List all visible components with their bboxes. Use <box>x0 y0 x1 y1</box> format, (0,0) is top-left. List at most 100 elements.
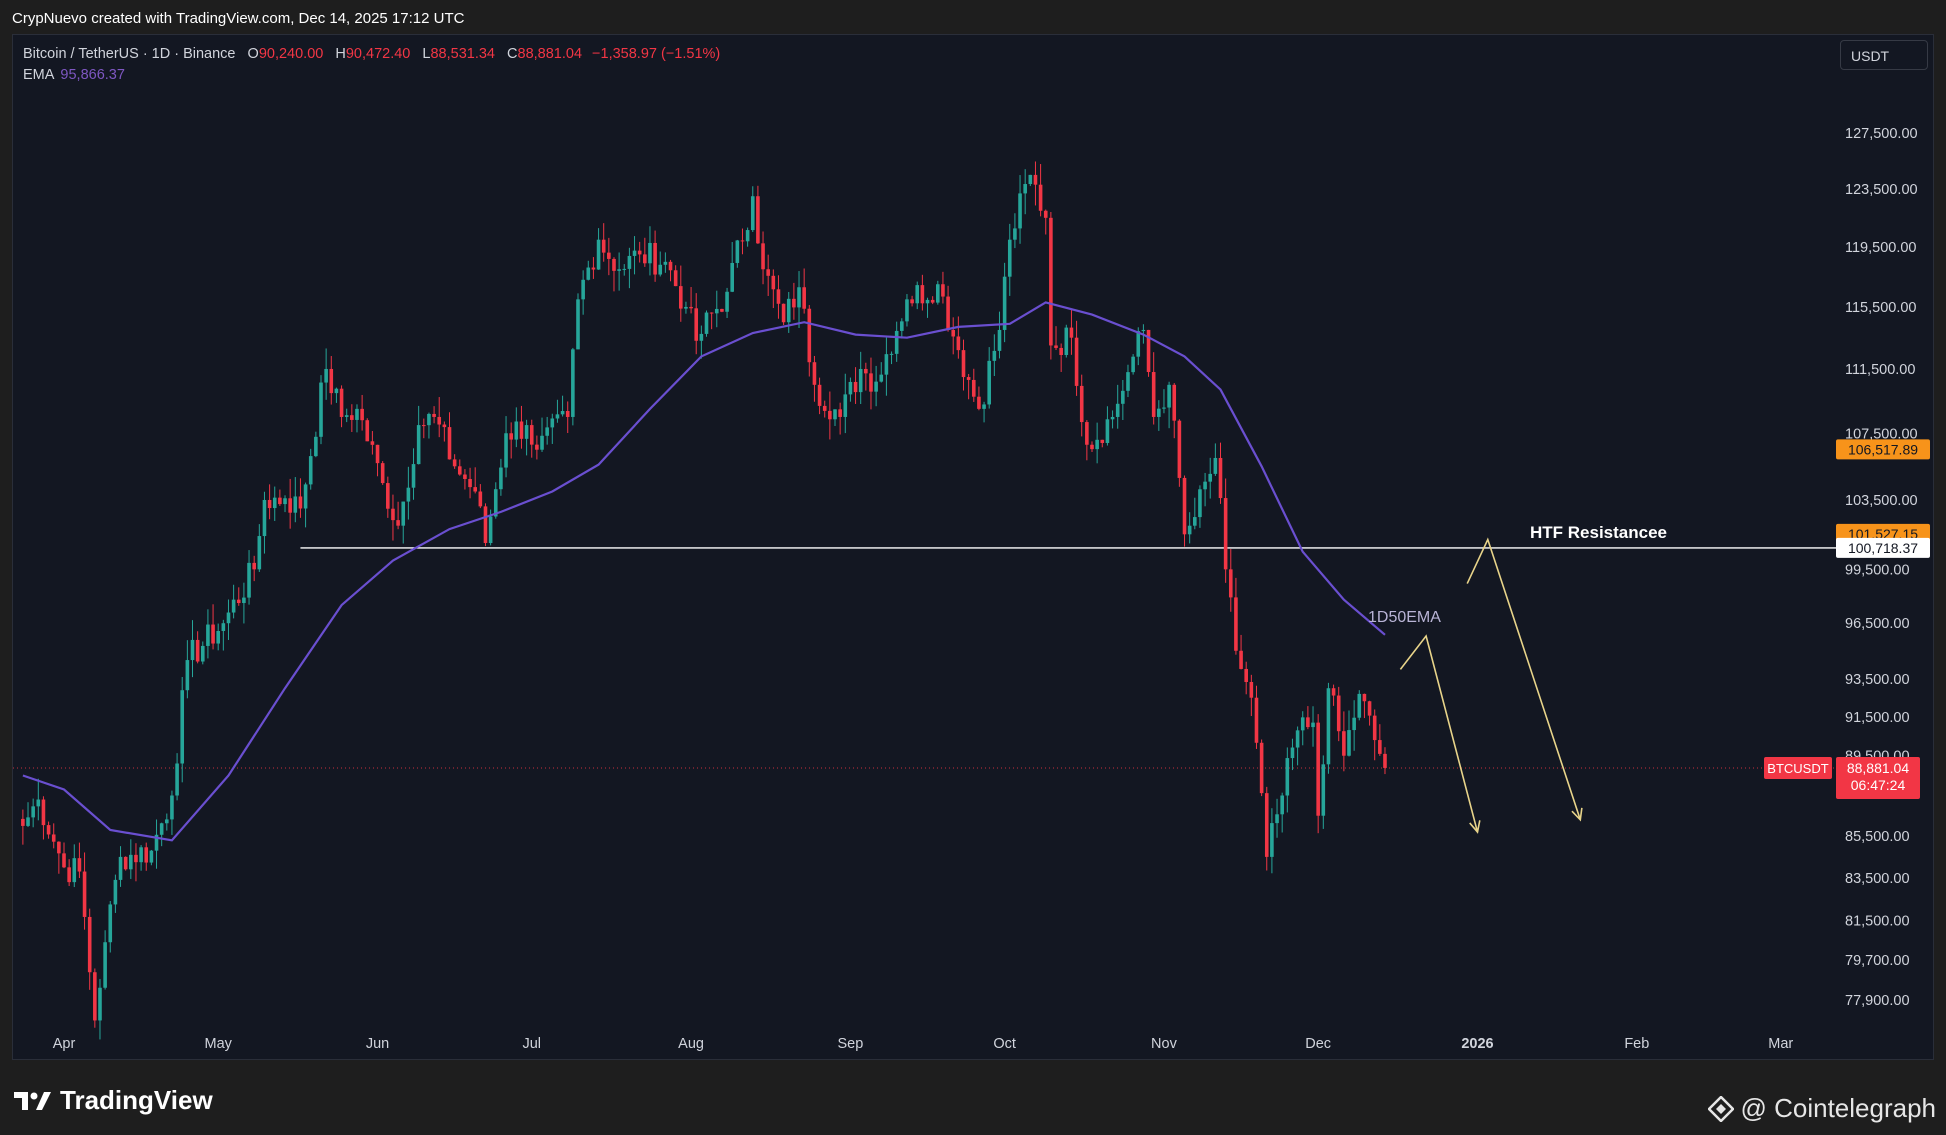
candle-body <box>370 441 375 445</box>
candle-body <box>946 296 950 331</box>
arrow-head-icon <box>1469 820 1481 834</box>
candle-body <box>802 287 806 309</box>
ema-line <box>22 301 1386 842</box>
candle-body <box>200 645 205 662</box>
price-tick-label: 83,500.00 <box>1845 871 1910 887</box>
chart-pane[interactable] <box>12 34 1934 1060</box>
candle-body <box>1270 823 1274 857</box>
candle-body <box>118 856 123 880</box>
candle-body <box>1213 457 1218 474</box>
candle-body <box>977 396 981 409</box>
candle-body <box>396 520 400 526</box>
candle-body <box>216 630 220 644</box>
candle-body <box>720 308 724 312</box>
candle-body <box>1121 390 1125 404</box>
candle-body <box>1054 345 1058 348</box>
symbol-title[interactable]: Bitcoin / TetherUS · 1D · Binance <box>23 46 236 62</box>
candle-body <box>1336 695 1341 732</box>
candle-body <box>1095 439 1099 450</box>
candle-body <box>1187 525 1192 535</box>
candle-body <box>108 904 113 943</box>
symbol-tag-badge <box>1764 756 1832 779</box>
time-tick-label: May <box>204 1036 232 1052</box>
candle-body <box>1228 569 1233 598</box>
resistance-price-badge <box>1836 537 1930 558</box>
candle-body <box>1157 408 1161 417</box>
bar-countdown: 06:47:24 <box>1851 777 1906 793</box>
currency-selector[interactable]: USDT <box>1840 40 1928 70</box>
candle-body <box>1167 384 1171 408</box>
candle-body <box>735 240 740 263</box>
candle-body <box>1280 795 1284 815</box>
candle-body <box>262 499 267 537</box>
low-value: 88,531.34 <box>430 46 495 62</box>
candle-body <box>714 308 719 314</box>
candle-body <box>961 350 966 378</box>
time-tick-label: Nov <box>1151 1036 1178 1052</box>
time-tick-label: Mar <box>1768 1036 1793 1052</box>
candle-body <box>529 425 534 445</box>
arrow-head-icon <box>1571 807 1583 822</box>
candle-body <box>1049 217 1053 346</box>
candle-body <box>488 516 493 544</box>
candle-body <box>355 408 359 420</box>
candle-body <box>601 239 606 253</box>
candle-body <box>781 303 786 323</box>
candle-body <box>493 489 498 517</box>
candle-body <box>221 623 226 631</box>
candle-body <box>1285 758 1290 796</box>
candle-body <box>1002 276 1007 330</box>
price-axis[interactable]: 127,500.00 123,500.00 119,500.00 115,500.00… <box>1845 126 1918 1009</box>
low-label: L <box>422 46 431 62</box>
candle-body <box>416 425 421 465</box>
candle-body <box>1331 688 1336 696</box>
candle-body <box>1295 730 1300 748</box>
candle-body <box>257 536 262 570</box>
candle-body <box>822 405 827 411</box>
candle-body <box>1264 793 1269 857</box>
candle-body <box>82 871 87 917</box>
candle-body <box>889 353 894 355</box>
candle-body <box>77 858 82 872</box>
candle-body <box>350 415 354 420</box>
candle-body <box>411 464 416 488</box>
candle-body <box>776 289 781 304</box>
candle-body <box>555 414 560 419</box>
candle-body <box>190 639 195 661</box>
candle-body <box>72 858 77 883</box>
candle-body <box>57 841 61 854</box>
candle-body <box>607 252 611 259</box>
price-tick-label: 91,500.00 <box>1845 710 1910 726</box>
time-tick-label: Jun <box>366 1036 389 1052</box>
candle-body <box>1110 416 1115 420</box>
candle-body <box>643 254 647 264</box>
candle-body <box>1244 668 1248 683</box>
candle-body <box>154 834 159 851</box>
candle-body <box>1151 372 1156 417</box>
candle-body <box>699 333 704 341</box>
price-tick-label: 77,900.00 <box>1845 993 1910 1009</box>
tradingview-logo-icon <box>14 1091 51 1110</box>
candle-body <box>360 408 364 421</box>
candle-body <box>1115 403 1120 417</box>
candle-body <box>236 599 241 604</box>
candle-body <box>1007 239 1012 277</box>
htf-resistance-label: HTF Resistancee <box>1530 523 1667 542</box>
close-label: C <box>507 46 518 62</box>
candle-body <box>689 306 693 309</box>
candle-body <box>36 799 41 807</box>
price-tick-label: 111,500.00 <box>1845 362 1915 378</box>
ema-legend[interactable]: EMA 95,866.37 <box>23 67 125 83</box>
symbol-tag-label: BTCUSDT <box>1767 761 1828 776</box>
candle-body <box>319 382 323 437</box>
candle-body <box>1378 740 1382 754</box>
price-tick-label: 93,500.00 <box>1845 672 1910 688</box>
time-axis[interactable]: Apr May Jun Jul Aug Sep Oct Nov Dec 2026 Feb Mar <box>53 1036 1794 1052</box>
candle-body <box>668 261 673 271</box>
candle-body <box>1208 473 1213 482</box>
candle-body <box>1013 228 1017 240</box>
badge-price-value: 100,718.37 <box>1848 540 1918 556</box>
candle-body <box>864 368 868 374</box>
time-tick-label: Dec <box>1305 1036 1331 1052</box>
